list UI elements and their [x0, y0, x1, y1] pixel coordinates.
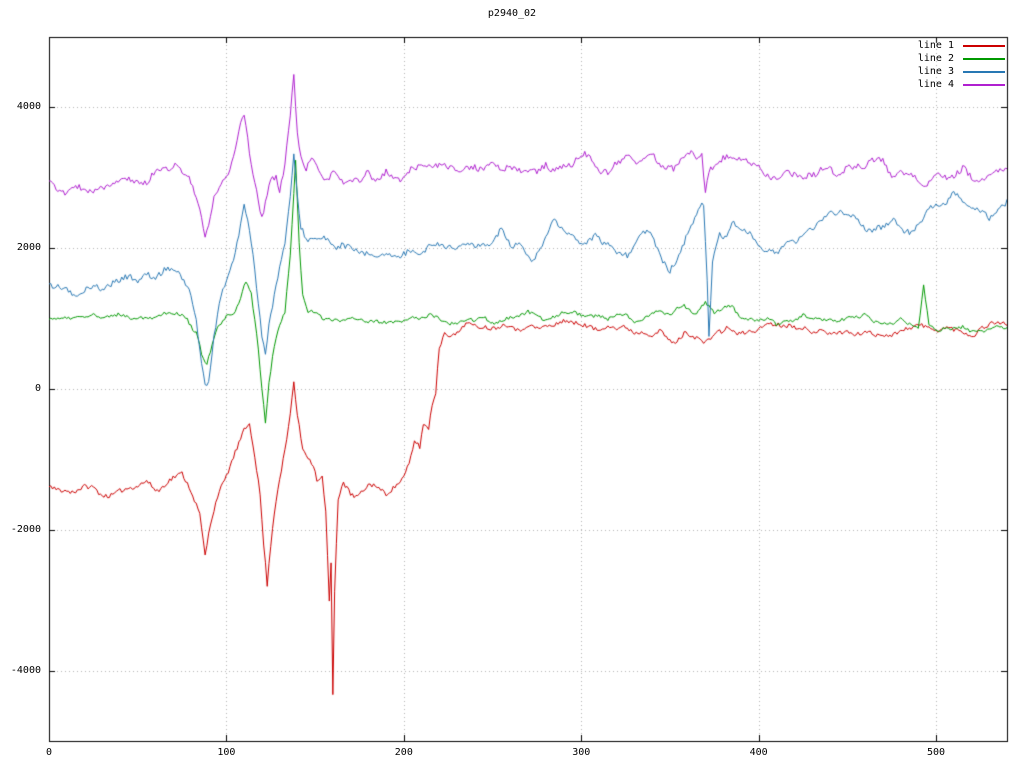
- y-tick-label: -4000: [10, 664, 41, 676]
- legend-label: line 4: [917, 79, 954, 90]
- legend-item: line 2: [918, 52, 1005, 65]
- legend-item: line 1: [918, 39, 1005, 52]
- y-tick-label: -2000: [10, 523, 41, 535]
- x-tick-label: 300: [572, 747, 591, 758]
- y-tick-label: 0: [34, 383, 41, 394]
- chart-title: p2940_02: [487, 8, 537, 19]
- x-tick-label: 0: [45, 747, 53, 758]
- x-tick-label: 200: [394, 747, 413, 758]
- legend-line-sample: [963, 83, 1005, 86]
- legend-label: line 3: [917, 66, 954, 77]
- x-tick-label: 100: [217, 747, 236, 758]
- legend-item: line 4: [918, 78, 1005, 91]
- y-tick-label: 4000: [16, 101, 41, 113]
- legend-line-sample: [963, 57, 1005, 60]
- legend-label: line 1: [917, 40, 954, 51]
- legend-line-sample: [963, 70, 1005, 73]
- x-tick-label: 400: [749, 747, 768, 758]
- y-tick-label: 2000: [16, 242, 41, 254]
- x-tick-label: 500: [927, 747, 946, 758]
- legend-label: line 2: [917, 53, 954, 64]
- legend-line-sample: [963, 44, 1005, 47]
- legend-item: line 3: [918, 65, 1005, 78]
- legend: line 1 line 2 line 3 line 4: [918, 39, 1005, 91]
